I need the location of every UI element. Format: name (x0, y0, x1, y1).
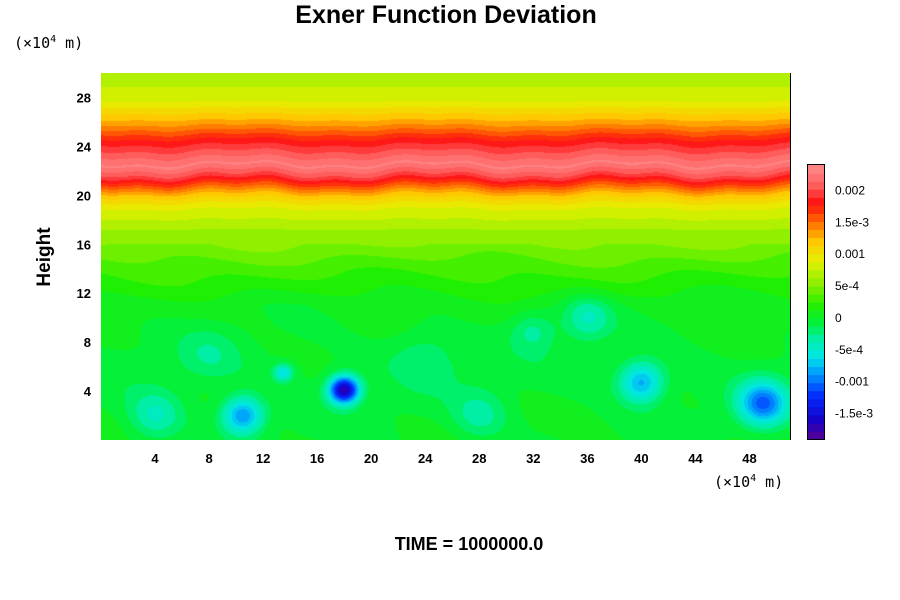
colorbar-band (808, 261, 824, 271)
colorbar-band (808, 205, 824, 214)
colorbar-band (808, 310, 824, 319)
y-tick-label: 24 (77, 139, 92, 154)
x-tick-label: 32 (526, 451, 540, 466)
x-tick-label: 40 (634, 451, 648, 466)
colorbar: 0.002 1.5e-3 0.001 5e-4 0 -5e-4 -0.001 -1.5e-3 (807, 164, 873, 440)
x-tick-label: 44 (688, 451, 703, 466)
colorbar-band (808, 253, 824, 263)
colorbar-tick-label: 5e-4 (835, 279, 859, 293)
colorbar-band (808, 390, 824, 400)
colorbar-band (808, 197, 824, 206)
y-tick-label: 4 (84, 384, 92, 399)
colorbar-band (808, 221, 824, 231)
x-tick-label: 20 (364, 451, 378, 466)
colorbar-band (808, 430, 824, 440)
colorbar-band (808, 374, 824, 384)
x-tick-label: 16 (310, 451, 324, 466)
colorbar-band (808, 318, 824, 327)
colorbar-band (808, 406, 824, 416)
colorbar-band (808, 366, 824, 376)
x-unit-base: (×10 (714, 473, 750, 491)
y-tick-label: 16 (77, 237, 91, 252)
colorbar-tick-label: -5e-4 (835, 343, 863, 357)
y-tick-label: 12 (77, 286, 91, 301)
time-label: TIME = 1000000.0 (395, 534, 544, 554)
y-tick-label: 28 (77, 90, 91, 105)
colorbar-tick-label: -0.001 (835, 375, 869, 389)
colorbar-band (808, 414, 824, 424)
colorbar-band (808, 181, 824, 190)
x-unit-exponent: 4 (750, 473, 756, 484)
colorbar-band (808, 229, 824, 239)
y-tick-label: 8 (84, 335, 91, 350)
colorbar-band (808, 334, 824, 343)
colorbar-tick-label: 0 (835, 311, 842, 325)
x-tick-label: 36 (580, 451, 594, 466)
colorbar-band (808, 237, 824, 247)
colorbar-band (808, 245, 824, 255)
colorbar-tick-label: 1.5e-3 (835, 215, 869, 229)
x-tick-label: 4 (151, 451, 159, 466)
contour-field (101, 73, 790, 440)
x-tick-label: 28 (472, 451, 486, 466)
y-unit-exponent: 4 (50, 34, 56, 45)
colorbar-band (808, 277, 824, 287)
y-axis-unit: (×104 m) (14, 34, 83, 52)
y-unit-base: (×10 (14, 34, 50, 52)
x-axis-unit: (×104 m) (714, 473, 783, 491)
colorbar-band (808, 350, 824, 360)
colorbar-tick-label: -1.5e-3 (835, 407, 873, 421)
y-unit-tail: m) (56, 34, 83, 52)
colorbar-band (808, 342, 824, 351)
colorbar-tick-labels: 0.002 1.5e-3 0.001 5e-4 0 -5e-4 -0.001 -1.5e-3 (835, 184, 873, 421)
colorbar-band (808, 165, 824, 174)
plot-area (101, 73, 791, 440)
x-tick-labels: 4 8 12 16 20 24 28 32 36 40 44 48 (151, 451, 756, 466)
colorbar-band (808, 398, 824, 408)
colorbar-band (808, 358, 824, 368)
y-axis-title: Height (34, 227, 55, 287)
colorbar-band (808, 189, 824, 198)
chart-title: Exner Function Deviation (295, 1, 596, 29)
x-tick-label: 24 (418, 451, 433, 466)
x-unit-tail: m) (756, 473, 783, 491)
colorbar-band (808, 293, 824, 303)
colorbar-bands (808, 165, 824, 440)
x-tick-label: 12 (256, 451, 270, 466)
x-tick-label: 8 (205, 451, 212, 466)
colorbar-tick-label: 0.002 (835, 184, 865, 198)
colorbar-band (808, 213, 824, 223)
y-tick-label: 20 (77, 188, 91, 203)
colorbar-tick-label: 0.001 (835, 247, 865, 261)
colorbar-band (808, 382, 824, 392)
colorbar-band (808, 173, 824, 182)
y-tick-labels: 4 8 12 16 20 24 28 (77, 90, 92, 399)
colorbar-band (808, 302, 824, 311)
colorbar-band (808, 285, 824, 295)
colorbar-band (808, 326, 824, 335)
colorbar-frame (807, 164, 825, 440)
colorbar-band (808, 269, 824, 279)
colorbar-band (808, 422, 824, 432)
x-tick-label: 48 (742, 451, 756, 466)
